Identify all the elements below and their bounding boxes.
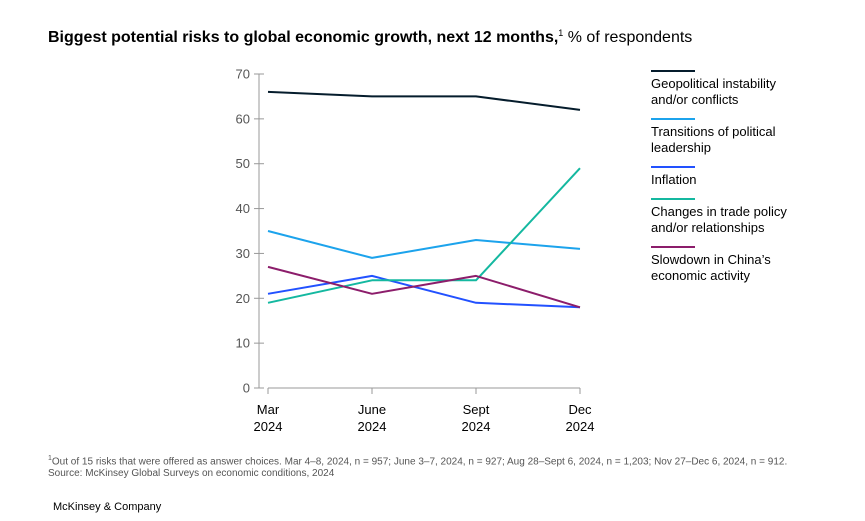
x-tick-label-year: 2024 <box>462 419 491 434</box>
footnote-source: Source: McKinsey Global Surveys on econo… <box>48 468 335 480</box>
brand-logo-text: McKinsey & Company <box>53 501 162 513</box>
legend-label: Changes in trade policy and/or relations… <box>651 204 787 235</box>
footnote-marker: 1 <box>48 455 52 462</box>
series-line-4 <box>267 167 581 304</box>
footnote: 1Out of 15 risks that were offered as an… <box>48 453 808 480</box>
legend: Geopolitical instability and/or conflict… <box>651 70 851 294</box>
chart-title: Biggest potential risks to global econom… <box>48 22 848 49</box>
x-axis: Mar 2024 June 2024 Sept 2024 Dec 2024 <box>254 387 595 434</box>
series-line-1 <box>267 90 581 111</box>
x-tick-label: June <box>358 402 386 417</box>
series-line-3 <box>267 274 581 309</box>
y-tick-label: 50 <box>236 156 250 171</box>
footnote-note: 1Out of 15 risks that were offered as an… <box>48 453 808 468</box>
series-line-2 <box>267 230 581 259</box>
chart-title-main: Biggest potential risks to global econom… <box>48 29 559 46</box>
x-tick-label-year: 2024 <box>254 419 283 434</box>
legend-item-1: Geopolitical instability and/or conflict… <box>651 70 851 108</box>
series-line-5 <box>267 265 581 309</box>
chart-title-unit: % of respondents <box>563 29 693 46</box>
series-lines <box>267 90 581 309</box>
y-tick-label: 30 <box>236 246 250 261</box>
y-tick-label: 0 <box>243 381 250 396</box>
legend-swatch <box>651 166 695 168</box>
legend-label: Inflation <box>651 172 697 187</box>
footnote-text: Out of 15 risks that were offered as ans… <box>51 456 788 468</box>
legend-label: Transitions of political leadership <box>651 124 776 155</box>
y-tick-label: 20 <box>236 291 250 306</box>
y-axis: 0 10 20 30 40 50 60 70 <box>236 67 264 396</box>
title-footnote-marker: 1 <box>558 28 564 38</box>
y-tick-label: 40 <box>236 201 250 216</box>
legend-swatch <box>651 70 695 72</box>
legend-swatch <box>651 198 695 200</box>
legend-item-4: Changes in trade policy and/or relations… <box>651 198 851 236</box>
legend-swatch <box>651 246 695 248</box>
legend-item-2: Transitions of political leadership <box>651 118 851 156</box>
legend-swatch <box>651 118 695 120</box>
y-tick-label: 60 <box>236 111 250 126</box>
legend-item-5: Slowdown in China’s economic activity <box>651 246 851 284</box>
y-tick-label: 10 <box>236 336 250 351</box>
x-tick-label: Sept <box>463 402 490 417</box>
x-tick-label: Mar <box>257 402 280 417</box>
legend-label: Geopolitical instability and/or conflict… <box>651 76 777 107</box>
x-tick-label-year: 2024 <box>566 419 595 434</box>
legend-item-3: Inflation <box>651 166 851 188</box>
x-tick-label-year: 2024 <box>358 419 387 434</box>
legend-label: Slowdown in China’s economic activity <box>651 252 771 283</box>
x-tick-label: Dec <box>568 402 592 417</box>
y-tick-label: 70 <box>236 67 250 82</box>
